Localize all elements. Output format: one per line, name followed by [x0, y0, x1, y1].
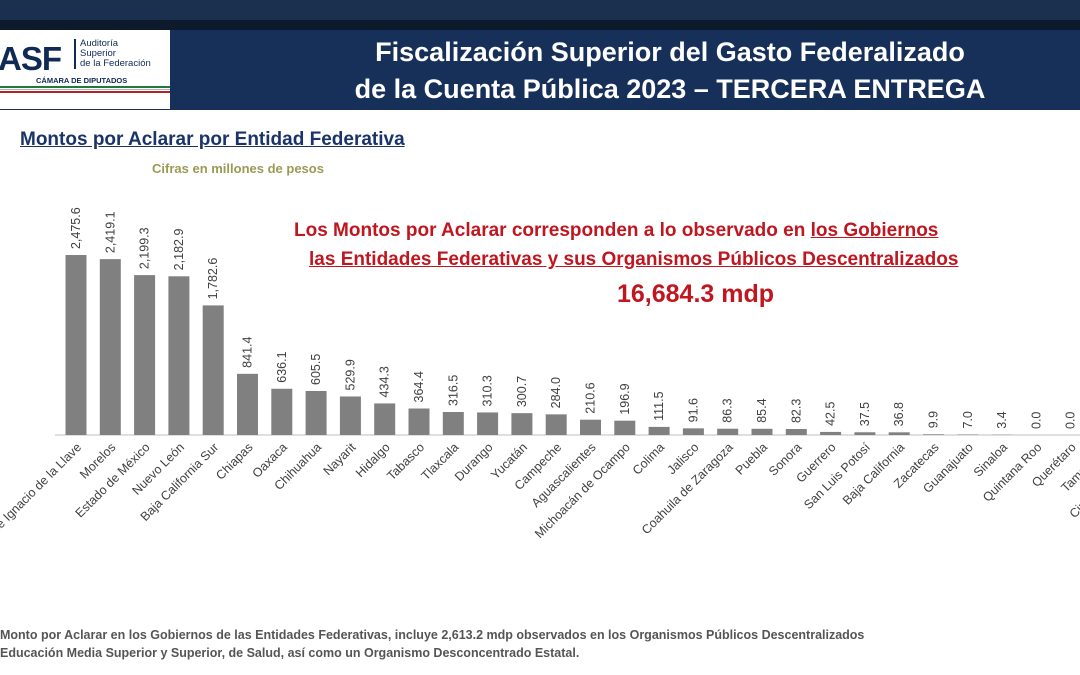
- data-label: 85.4: [755, 398, 769, 422]
- callout-line-1: Los Montos por Aclarar corresponden a lo…: [294, 220, 938, 242]
- bar: [854, 432, 876, 435]
- data-label: 9.9: [927, 411, 941, 428]
- bar: [477, 412, 499, 435]
- logo-line-2: Superior: [80, 48, 116, 59]
- bar: [168, 276, 190, 435]
- data-label: 364.4: [412, 371, 426, 402]
- data-label: 111.5: [652, 391, 666, 420]
- bar: [202, 305, 224, 435]
- bar: [408, 408, 430, 435]
- bar: [65, 255, 87, 435]
- bar: [682, 428, 704, 435]
- footnote-line-1: Monto por Aclarar en los Gobiernos de la…: [0, 628, 865, 642]
- data-label: 316.5: [446, 375, 460, 406]
- logo-divider: [74, 39, 76, 69]
- bar: [545, 414, 567, 435]
- category-label: Colima: [630, 440, 667, 477]
- data-label: 2,182.9: [172, 229, 186, 271]
- callout-line-1-underlined: los Gobiernos: [810, 220, 939, 241]
- data-label: 2,475.6: [69, 207, 83, 249]
- bar: [339, 396, 361, 435]
- data-label: 300.7: [515, 376, 529, 407]
- bar: [580, 419, 601, 435]
- data-label: 91.6: [686, 398, 700, 422]
- data-label: 434.3: [378, 366, 392, 397]
- data-label: 36.8: [892, 402, 906, 426]
- callout-line-2: las Entidades Federativas y sus Organism…: [309, 249, 959, 270]
- top-band: [0, 0, 1080, 20]
- data-label: 3.4: [995, 411, 1009, 428]
- bar: [99, 259, 121, 435]
- callout-total: 16,684.3 mdp: [617, 280, 775, 308]
- bar: [888, 432, 910, 435]
- data-label: 37.5: [858, 402, 872, 426]
- chart-units: Cifras en millones de pesos: [152, 161, 324, 176]
- logo-line-1: Auditoría: [80, 38, 119, 49]
- bar: [751, 428, 773, 435]
- callout-line-1-prefix: Los Montos por Aclarar corresponden a lo…: [294, 220, 811, 241]
- logo-line-3: de la Federación: [80, 58, 151, 69]
- data-label: 2,199.3: [138, 227, 152, 269]
- bar: [442, 411, 464, 435]
- bar: [820, 431, 842, 435]
- bar: [717, 428, 739, 435]
- bar: [374, 403, 396, 435]
- footnote-line-2: Educación Media Superior y Superior, de …: [0, 646, 580, 660]
- bar: [134, 275, 156, 435]
- logo-subtitle: CÁMARA DE DIPUTADOS: [36, 76, 128, 85]
- bar: [648, 426, 670, 435]
- header-bar: [0, 30, 1080, 110]
- data-label: 42.5: [824, 402, 838, 426]
- data-label: 529.9: [343, 359, 357, 390]
- data-label: 210.6: [584, 382, 598, 413]
- data-label: 2,419.1: [103, 211, 117, 253]
- bar: [614, 420, 636, 435]
- category-label: Chiapas: [213, 440, 255, 482]
- data-label: 310.3: [481, 375, 495, 406]
- data-label: 841.4: [241, 337, 255, 368]
- data-label: 7.0: [961, 411, 975, 428]
- bar: [785, 429, 807, 435]
- logo-flag-red: [0, 91, 170, 93]
- bar: [305, 390, 327, 435]
- bar-chart: 2,475.6 Veracruz de Ignacio de la Llave 2,…: [0, 207, 1080, 573]
- page-title-line-1: Fiscalización Superior del Gasto Federal…: [375, 37, 965, 67]
- data-label: 605.5: [309, 354, 323, 385]
- bar: [923, 434, 944, 435]
- data-label: 196.9: [618, 383, 632, 414]
- data-label: 636.1: [275, 351, 289, 382]
- data-label: 0.0: [1064, 412, 1078, 429]
- logo-text: ASF: [0, 40, 62, 77]
- category-label: Nayarit: [321, 440, 359, 478]
- bar: [271, 388, 293, 435]
- data-label: 86.3: [721, 398, 735, 422]
- asf-logo: ASF Auditoría Superior de la Federación …: [0, 30, 170, 109]
- logo-flag-green: [0, 86, 170, 88]
- logo-flag-white: [0, 89, 170, 90]
- bar: [511, 413, 533, 435]
- bar: [957, 434, 979, 435]
- chart-title: Montos por Aclarar por Entidad Federativ…: [20, 129, 405, 150]
- bar: [237, 373, 258, 435]
- category-label: Puebla: [733, 440, 770, 477]
- data-label: 0.0: [1029, 412, 1043, 429]
- top-stripe: [0, 20, 1080, 30]
- data-label: 284.0: [549, 377, 563, 408]
- data-label: 82.3: [789, 399, 803, 423]
- page-title-line-2: de la Cuenta Pública 2023 – TERCERA ENTR…: [354, 74, 986, 104]
- category-label: Durango: [452, 440, 496, 484]
- data-label: 1,782.6: [206, 258, 220, 300]
- category-label: Veracruz de Ignacio de la Llave: [0, 440, 84, 573]
